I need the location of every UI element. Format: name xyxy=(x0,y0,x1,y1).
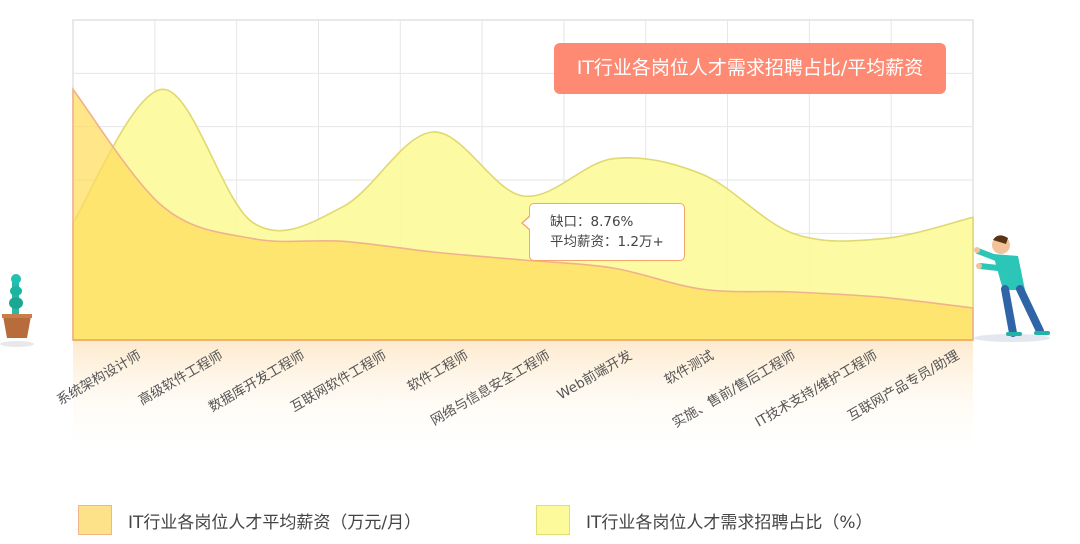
plant-icon xyxy=(0,274,34,347)
legend-swatch-salary xyxy=(78,505,112,535)
tooltip-gap: 缺口：8.76% xyxy=(550,214,634,230)
legend-label-salary: IT行业各岗位人才平均薪资（万元/月） xyxy=(128,512,422,533)
legend-swatch-demand xyxy=(536,505,570,535)
chart-title: IT行业各岗位人才需求招聘占比/平均薪资 xyxy=(554,43,946,94)
legend-label-demand: IT行业各岗位人才需求招聘占比（%） xyxy=(586,512,873,533)
person-pushing-icon xyxy=(974,235,1050,342)
floor-shadow xyxy=(73,341,973,456)
legend-item-demand[interactable]: IT行业各岗位人才需求招聘占比（%） xyxy=(536,503,873,537)
chart-tooltip: 缺口：8.76% 平均薪资：1.2万+ xyxy=(521,203,685,261)
tooltip-salary: 平均薪资：1.2万+ xyxy=(550,234,664,250)
salary-area xyxy=(72,86,974,341)
legend-item-salary[interactable]: IT行业各岗位人才平均薪资（万元/月） xyxy=(78,503,421,537)
